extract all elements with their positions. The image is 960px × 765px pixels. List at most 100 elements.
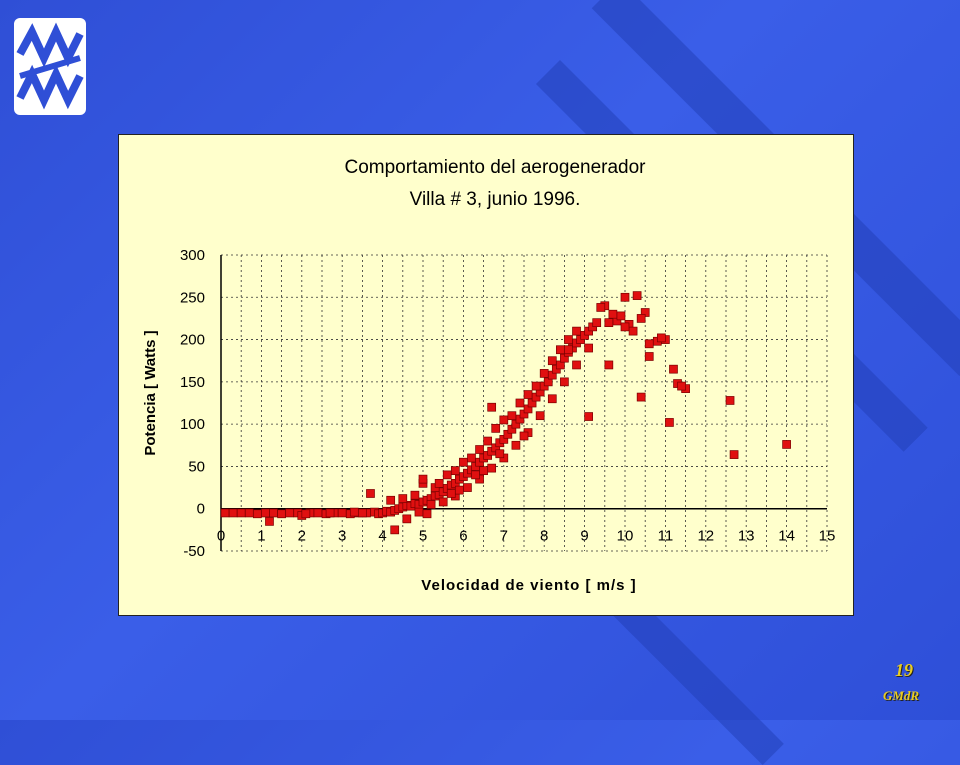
data-point [632,291,642,300]
data-point [236,508,246,518]
x-tick-label: 7 [500,528,508,545]
data-point [386,495,396,505]
data-point [782,440,791,449]
x-tick-label: 2 [298,528,306,545]
data-point [349,507,359,517]
y-axis-label: Potencia [ Watts ] [142,330,159,455]
data-point [301,509,311,519]
data-point [556,345,565,355]
data-point [244,508,254,518]
chart-subtitle: Villa # 3, junio 1996. [410,189,581,210]
data-point [277,509,286,519]
data-point [535,411,545,421]
data-point [325,508,335,518]
data-point [358,508,367,518]
data-point [725,396,735,405]
x-tick-label: 13 [738,528,755,545]
chart-panel: Comportamiento del aerogenerador Villa #… [118,134,854,616]
data-point [434,478,444,488]
data-point [471,470,480,480]
y-tick-label: 250 [180,289,205,306]
x-tick-label: 1 [257,528,265,545]
chart-title: Comportamiento del aerogenerador [344,157,646,178]
data-point [564,335,573,344]
data-point [459,457,468,467]
data-point [665,418,674,427]
y-tick-label: 150 [180,374,205,391]
data-point [220,508,230,518]
data-point [608,309,618,319]
y-tick-label: -50 [183,543,205,560]
y-tick-label: 50 [188,458,205,475]
data-point [592,318,602,328]
data-point [398,494,408,503]
y-tick-label: 100 [180,416,205,433]
data-point [285,508,295,518]
x-tick-label: 14 [778,528,795,545]
data-point [519,431,529,441]
x-tick-label: 11 [658,528,674,545]
data-point [487,463,497,473]
data-point [523,390,533,399]
data-point [539,369,549,378]
y-tick-label: 300 [180,247,205,264]
data-point [455,485,464,495]
data-point [584,343,593,353]
data-point [366,489,375,498]
x-tick-label: 8 [540,528,548,545]
chart-points [220,291,791,535]
data-point [657,333,666,343]
data-point [620,322,630,332]
data-point [410,490,420,500]
data-point [475,445,484,454]
x-tick-label: 6 [459,528,467,545]
x-tick-label: 10 [617,528,634,545]
scatter-chart: Comportamiento del aerogenerador Villa #… [142,157,835,594]
data-point [269,508,278,518]
data-point [729,450,739,459]
data-point [604,360,614,370]
data-point [636,392,646,402]
data-point [596,303,606,312]
data-point [511,440,521,450]
data-point [572,360,581,370]
data-point [261,508,270,518]
data-point [531,381,541,391]
data-point [422,509,432,519]
data-point [491,424,501,433]
data-point [414,507,424,517]
data-point [228,508,238,518]
organization-label: GMdR [882,688,920,703]
data-point [402,514,412,524]
data-point [628,326,638,336]
y-tick-label: 0 [197,501,205,518]
x-tick-label: 12 [697,528,714,545]
data-point [426,500,436,509]
x-tick-label: 5 [419,528,427,545]
data-point [483,436,492,446]
data-point [515,398,525,408]
data-point [547,394,557,404]
data-point [644,352,654,361]
data-point [616,311,626,321]
data-point [499,415,509,425]
y-tick-label: 200 [180,332,205,349]
data-point [547,356,557,366]
data-point [337,508,347,518]
wave-logo-icon [14,18,86,115]
x-tick-label: 0 [217,528,225,545]
data-point [564,345,573,355]
data-point [636,314,646,323]
data-point [487,402,497,412]
data-point [479,466,488,476]
x-tick-label: 3 [338,528,346,545]
data-point [418,474,428,484]
x-tick-label: 15 [819,528,836,545]
page-number: 19 [895,660,913,680]
data-point [463,483,472,492]
data-point [677,381,686,391]
data-point [507,411,517,421]
data-point [572,326,581,336]
data-point [438,497,448,507]
